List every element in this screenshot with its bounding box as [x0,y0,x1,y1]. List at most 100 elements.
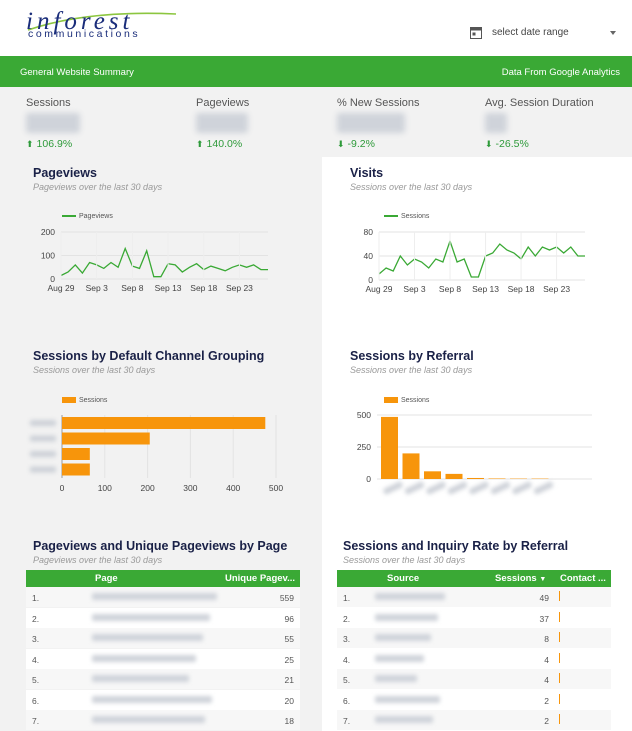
row-value: 559 [279,593,294,603]
bar [445,473,463,479]
row-value: 18 [284,716,294,726]
pages-table: Page Unique Pagev... 1. 559 2. 96 3. 55 4. 25 5.… [26,570,300,731]
bar [62,432,150,445]
table-row[interactable]: 4. 4 [337,648,611,669]
category-label-redacted [426,481,446,495]
sort-desc-icon: ▼ [539,576,547,583]
x-tick-label: 500 [269,483,283,493]
kpi-delta-value: 106.9% [36,138,73,150]
table-row[interactable]: 7. 2 [337,710,611,730]
table-row[interactable]: 5. 4 [337,669,611,689]
calendar-icon [470,27,482,39]
legend-swatch [384,215,398,218]
category-label-redacted [533,481,554,495]
legend-label: Sessions [79,397,108,404]
table-row[interactable]: 2. 37 [337,607,611,628]
row-value: 25 [284,654,294,665]
x-tick-label: Sep 23 [543,284,570,294]
row-label-redacted [92,654,196,662]
y-tick-label: 80 [364,227,374,237]
referral-bar-chart: 0 250 500 [357,410,592,495]
table-row[interactable]: 2. 96 [26,607,300,628]
arrow-up-icon: ⬆ [196,139,204,149]
y-tick-label: 0 [368,275,373,285]
category-label-redacted [469,481,489,495]
arrow-up-icon: ⬆ [26,139,34,149]
kpi-delta-value: -9.2% [347,138,375,150]
kpi-label: Pageviews [196,97,250,109]
row-value: 2 [544,716,549,726]
panel-subtitle: Pageviews over the last 30 days [33,555,163,565]
table-row[interactable]: 1. 49 [337,587,611,607]
column-header-unique-pageviews[interactable]: Unique Pagev... [225,573,296,584]
row-label-redacted [375,675,417,682]
legend-swatch [384,397,398,404]
row-label-redacted [375,593,445,600]
table-row[interactable]: 1. 559 [26,587,300,607]
inquiry-rate-bar [559,652,560,663]
row-index: 7. [32,716,40,726]
kpi-value-redacted [485,113,507,133]
bar [424,471,441,479]
date-range-selector[interactable]: select date range [470,24,620,44]
inquiry-rate-bar [559,673,560,683]
row-index: 5. [32,675,40,685]
column-header-contact[interactable]: Contact ... [560,573,606,584]
kpi-delta: ⬆ 106.9% [26,138,166,150]
column-header-source[interactable]: Source [387,573,420,584]
kpi-row: Sessions ⬆ 106.9% Pageviews ⬆ 140.0% % New… [0,87,632,157]
kpi-delta: ⬇ -26.5% [485,138,625,150]
panel-title: Sessions by Default Channel Grouping [33,349,265,363]
row-index: 3. [343,634,351,644]
row-label-redacted [92,675,189,682]
series-line [60,246,268,278]
y-tick-label: 200 [41,227,55,237]
kpi-avg-duration: Avg. Session Duration ⬇ -26.5% [485,97,625,150]
table-row[interactable]: 6. 2 [337,689,611,710]
kpi-pageviews: Pageviews ⬆ 140.0% [196,97,336,150]
row-index: 2. [343,613,351,624]
row-value: 55 [284,634,294,644]
channel-bar-chart: 0 100 200 300 400 500 [30,415,283,493]
chart-legend: Sessions [62,397,107,404]
table-row[interactable]: 3. 8 [337,628,611,648]
inquiry-rate-bar [559,693,560,704]
table-row[interactable]: 7. 18 [26,710,300,730]
column-header-sessions[interactable]: Sessions ▼ [495,573,546,584]
category-label-redacted [30,466,56,473]
logo-sub-text: communications [28,28,141,40]
pages-table-panel: Pageviews and Unique Pageviews by Page P… [0,527,322,731]
x-tick-label: 100 [98,483,112,493]
kpi-value-redacted [337,113,405,133]
bar [488,478,506,479]
x-tick-label: 400 [226,483,240,493]
bar [402,453,420,479]
x-tick-label: Sep 18 [508,284,535,294]
banner-source: Data From Google Analytics [501,67,620,78]
x-tick-label: 0 [60,483,65,493]
row-index: 3. [32,634,40,644]
table-row[interactable]: 4. 25 [26,648,300,669]
referral-table: Source Sessions ▼ Contact ... 1. 49 2. 37 3.… [337,570,611,731]
chevron-down-icon [610,31,616,35]
panel-title: Visits [350,166,384,180]
bar [381,416,398,479]
inquiry-rate-bar [559,632,560,642]
category-label-redacted [447,481,468,495]
visits-panel: Visits Sessions over the last 30 days Se… [322,157,632,337]
logo-swoosh-icon [27,12,177,31]
table-row[interactable]: 6. 20 [26,689,300,710]
row-value: 21 [284,675,294,685]
table-row[interactable]: 3. 55 [26,628,300,648]
row-value: 20 [284,695,294,706]
category-label-redacted [30,451,56,457]
kpi-value-redacted [26,113,80,133]
column-header-page[interactable]: Page [95,573,118,584]
x-tick-label: Sep 13 [155,283,182,293]
legend-swatch [62,215,76,218]
kpi-delta-value: 140.0% [206,138,243,150]
pageviews-panel: Pageviews Pageviews over the last 30 day… [0,157,322,337]
panel-subtitle: Sessions over the last 30 days [350,365,473,375]
table-row[interactable]: 5. 21 [26,669,300,689]
x-tick-label: Sep 8 [439,284,461,294]
